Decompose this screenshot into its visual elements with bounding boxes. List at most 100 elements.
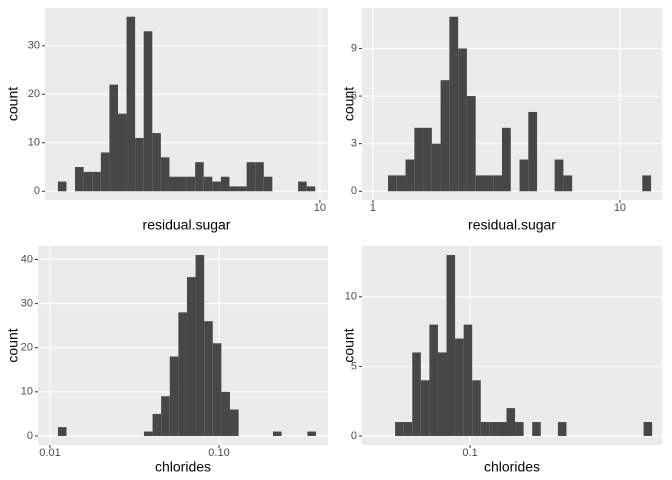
- bar: [440, 80, 450, 192]
- x-axis-title: residual.sugar: [143, 217, 231, 233]
- bar: [497, 422, 507, 436]
- bar: [186, 277, 196, 436]
- bar: [238, 186, 247, 192]
- panel: [45, 8, 328, 200]
- y-tick-label: 0: [34, 185, 40, 197]
- y-tick-label: 0: [351, 185, 357, 197]
- y-tick-label: 9: [351, 42, 357, 54]
- bar: [255, 162, 264, 192]
- bar: [178, 312, 187, 436]
- x-tick-label: 0.01: [39, 447, 60, 459]
- bar: [414, 127, 424, 192]
- bar: [143, 431, 153, 436]
- bar: [532, 422, 541, 436]
- x-tick-label: 0.10: [208, 447, 229, 459]
- y-axis-title: count: [341, 328, 357, 362]
- bar: [306, 186, 316, 192]
- bar: [143, 31, 153, 192]
- bar: [169, 176, 179, 192]
- x-tick-label: 0.1: [462, 447, 477, 459]
- bar: [484, 175, 494, 192]
- x-axis-title: chlorides: [484, 459, 540, 475]
- bar: [229, 409, 239, 436]
- bar: [57, 427, 67, 436]
- bar: [298, 181, 307, 192]
- bar: [220, 176, 230, 192]
- y-tick-label: 10: [21, 386, 33, 398]
- bar: [83, 171, 93, 192]
- x-axis-title: chlorides: [155, 459, 211, 475]
- y-tick-label: 6: [351, 90, 357, 102]
- bar: [472, 380, 481, 436]
- bar: [135, 137, 144, 192]
- bar: [475, 175, 485, 192]
- x-tick-label: 10: [314, 202, 326, 214]
- bar: [126, 16, 136, 192]
- bar: [420, 380, 430, 436]
- bar: [405, 159, 415, 192]
- bar: [203, 176, 213, 192]
- y-axis-title: count: [341, 87, 357, 121]
- bar: [109, 84, 118, 192]
- bar: [455, 338, 464, 436]
- bar: [57, 181, 67, 192]
- bar: [642, 175, 652, 192]
- bar: [431, 143, 441, 192]
- bar: [446, 255, 456, 436]
- bar: [396, 175, 406, 192]
- y-axis-title: count: [5, 328, 21, 362]
- y-tick-label: 5: [351, 360, 357, 372]
- bar: [204, 321, 213, 436]
- x-tick-label: 10: [614, 202, 626, 214]
- y-tick-label: 10: [28, 137, 40, 149]
- bar: [263, 176, 273, 192]
- x-tick-label: 1: [370, 202, 376, 214]
- bar: [423, 127, 432, 192]
- bar: [501, 127, 511, 192]
- bar: [429, 324, 438, 436]
- bar: [403, 422, 413, 436]
- bar: [458, 48, 467, 192]
- y-tick-label: 30: [21, 297, 33, 309]
- bar: [117, 113, 127, 192]
- bar: [272, 431, 282, 436]
- x-axis-title: residual.sugar: [468, 217, 556, 233]
- bar: [212, 343, 222, 436]
- bar: [449, 16, 459, 192]
- bar: [557, 422, 567, 436]
- bar: [186, 176, 196, 192]
- bar: [152, 133, 161, 192]
- bar: [554, 159, 564, 192]
- bar: [195, 255, 205, 436]
- y-tick-label: 10: [345, 291, 357, 303]
- y-axis-title: count: [5, 87, 21, 121]
- bar: [307, 431, 317, 436]
- bar: [489, 422, 498, 436]
- bar: [160, 157, 170, 192]
- bar: [152, 413, 162, 436]
- bar: [178, 176, 187, 192]
- bar: [437, 352, 447, 436]
- bar: [466, 96, 476, 192]
- y-tick-label: 0: [27, 430, 33, 442]
- bar: [395, 422, 404, 436]
- bar: [169, 356, 179, 436]
- y-tick-label: 30: [28, 40, 40, 52]
- bar: [246, 162, 256, 192]
- bar: [643, 422, 653, 436]
- bar: [506, 408, 516, 436]
- bar: [212, 181, 221, 192]
- bar: [195, 162, 204, 192]
- bar: [75, 167, 84, 192]
- bar: [515, 422, 524, 436]
- bar: [412, 352, 421, 436]
- bar: [528, 111, 538, 192]
- bar: [221, 391, 230, 436]
- bar: [463, 324, 473, 436]
- bar: [519, 159, 529, 192]
- bar: [229, 186, 239, 192]
- y-tick-label: 20: [21, 342, 33, 354]
- bar: [563, 175, 573, 192]
- bar: [161, 396, 170, 436]
